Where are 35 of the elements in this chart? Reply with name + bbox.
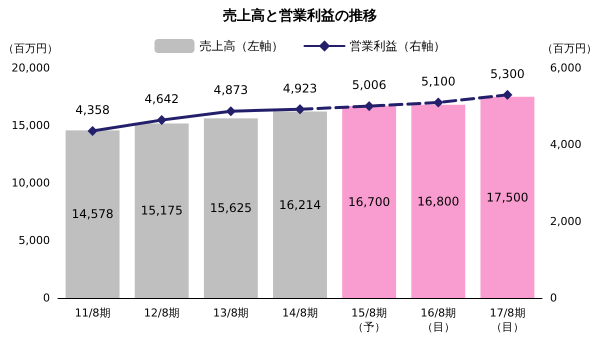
x-tick-label: 15/8期（予） xyxy=(351,306,387,334)
legend-label: 売上高（左軸） xyxy=(200,39,284,53)
y-tick-label: 20,000 xyxy=(12,62,50,74)
y-tick-label: 5,000 xyxy=(18,234,50,247)
data-label: 4,642 xyxy=(144,92,179,106)
data-label: 5,100 xyxy=(421,74,456,88)
x-tick-label: 13/8期 xyxy=(213,306,249,320)
data-label: 17,500 xyxy=(486,190,528,204)
x-tick-label: 16/8期（目） xyxy=(420,306,456,334)
data-label: 5,300 xyxy=(490,66,525,81)
data-label: 15,175 xyxy=(140,204,183,218)
data-label: 5,006 xyxy=(352,78,386,92)
x-tick-label: 12/8期 xyxy=(144,306,180,320)
x-tick-label: 11/8期 xyxy=(74,306,110,320)
data-label: 14,578 xyxy=(72,207,114,222)
data-label: 4,873 xyxy=(214,83,248,98)
y2-axis-title: （百万円） xyxy=(542,42,597,55)
data-label: 4,358 xyxy=(75,102,110,117)
x-tick-label: 17/8期（目） xyxy=(490,306,526,334)
data-label: 16,800 xyxy=(417,194,460,208)
legend-label: 営業利益（右軸） xyxy=(350,39,446,53)
y-tick-label: 10,000 xyxy=(12,176,50,190)
y-axis-title: （百万円） xyxy=(3,42,58,55)
y-tick-label: 15,000 xyxy=(12,119,50,132)
chart-title: 売上高と営業利益の推移 xyxy=(223,7,377,24)
y-tick-label: 0 xyxy=(43,292,50,304)
data-label: 4,923 xyxy=(282,81,318,96)
data-label: 15,625 xyxy=(210,201,252,216)
data-label: 16,700 xyxy=(348,194,390,209)
y2-tick-label: 6,000 xyxy=(550,62,582,74)
x-tick-label: 14/8期 xyxy=(282,306,318,320)
y2-tick-label: 4,000 xyxy=(550,138,582,152)
data-label: 16,214 xyxy=(279,198,321,212)
y2-tick-label: 2,000 xyxy=(550,214,582,228)
y2-tick-label: 0 xyxy=(550,292,557,304)
